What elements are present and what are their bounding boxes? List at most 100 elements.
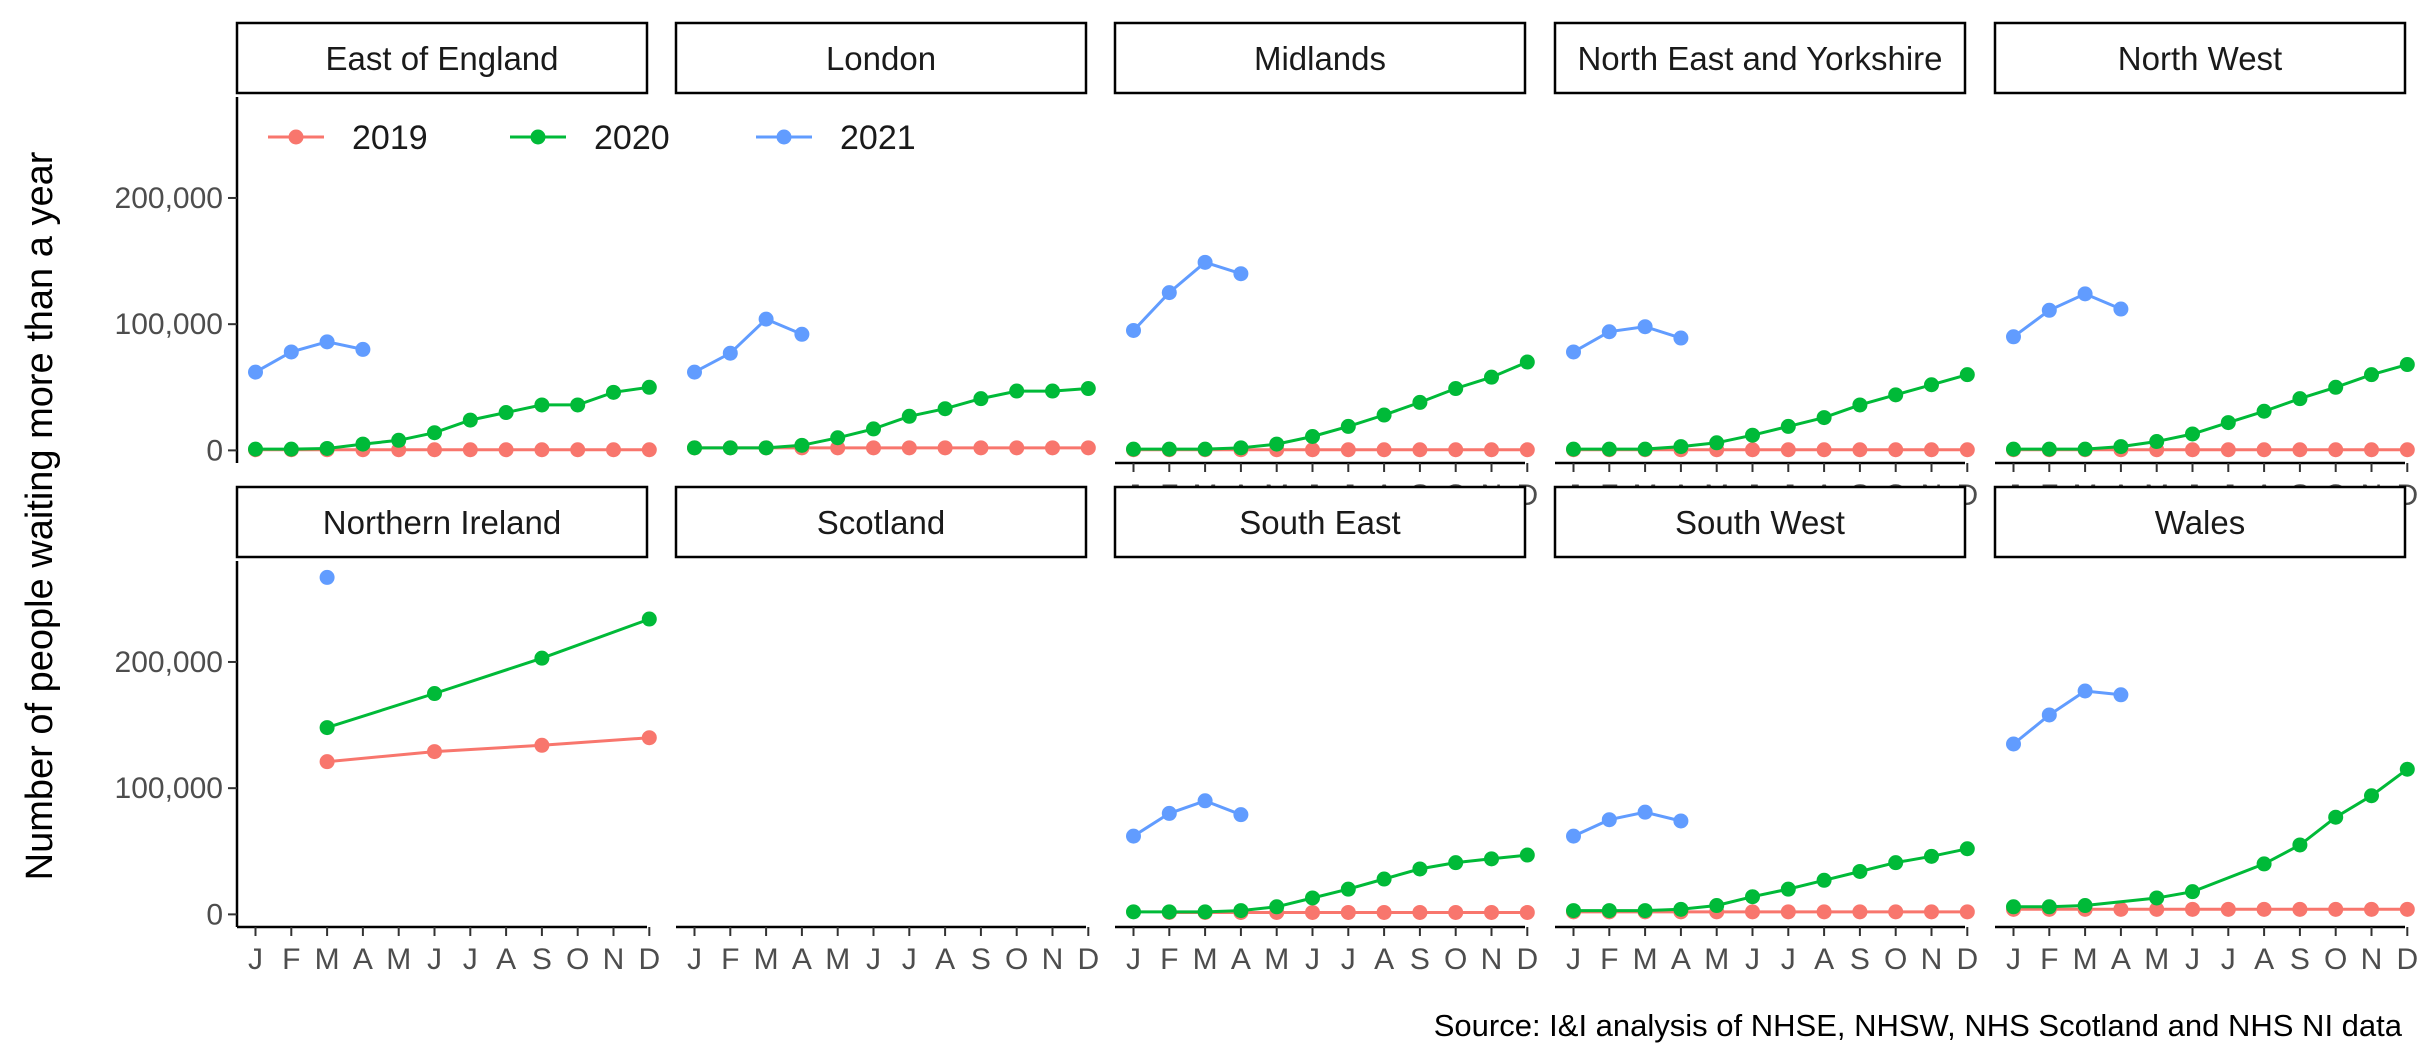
point-2021-wales <box>2006 736 2021 752</box>
point-2020-south-east <box>1448 855 1464 871</box>
point-2020-south-east <box>1233 903 1249 919</box>
point-2019-london <box>1045 440 1060 456</box>
point-2020-north-east-and-yorkshire <box>1637 441 1653 457</box>
point-2020-wales <box>2256 856 2272 872</box>
point-2019-london <box>1080 440 1096 456</box>
x-tick-label: J <box>866 943 881 976</box>
x-tick-label: S <box>1410 943 1430 976</box>
point-2020-midlands <box>1519 354 1535 370</box>
point-2021-london <box>794 326 810 342</box>
point-2019-north-west <box>2220 442 2236 458</box>
point-2020-wales <box>2149 890 2165 906</box>
point-2020-north-east-and-yorkshire <box>1924 377 1939 393</box>
strip-label-wales: Wales <box>2155 504 2245 541</box>
x-tick-label: J <box>1745 943 1760 976</box>
point-2019-midlands <box>1376 442 1392 458</box>
x-tick-label: A <box>1814 943 1834 976</box>
panels-group: East of England 0 100,000 200,000 London Midl… <box>115 21 2418 976</box>
x-tick-label: F <box>1160 943 1178 976</box>
point-2020-south-west <box>1601 903 1617 919</box>
point-2020-north-west <box>2220 415 2236 431</box>
point-2019-north-west <box>2364 442 2379 458</box>
x-tick-label: F <box>721 943 739 976</box>
x-tick-label: J <box>463 943 478 976</box>
point-2021-east-of-england <box>283 344 299 360</box>
point-2019-london <box>937 440 953 456</box>
x-tick-label: O <box>1005 943 1028 976</box>
strip-east-of-england <box>235 21 649 95</box>
point-2019-wales <box>2185 901 2200 917</box>
point-2020-london <box>1080 381 1096 397</box>
point-2021-east-of-england <box>319 334 335 350</box>
x-tick-label: J <box>1341 943 1356 976</box>
x-tick-label: A <box>1374 943 1394 976</box>
point-2020-wales <box>2399 761 2415 777</box>
point-2019-wales <box>2399 901 2415 917</box>
point-2020-south-east <box>1340 881 1356 897</box>
point-2020-london <box>687 440 702 456</box>
point-2021-south-east <box>1197 793 1213 809</box>
point-2020-northern-ireland <box>534 650 550 666</box>
point-2020-south-west <box>1959 841 1975 857</box>
point-2020-london <box>901 408 917 424</box>
x-tick-label: M <box>1264 943 1289 976</box>
point-2020-east-of-england <box>606 384 621 400</box>
x-tick-label: J <box>687 943 702 976</box>
legend-key-point <box>530 129 546 145</box>
point-2019-north-west <box>2328 442 2344 458</box>
point-2021-london <box>722 345 738 361</box>
strip-scotland <box>674 485 1088 559</box>
point-2020-wales <box>2185 884 2200 900</box>
strip-label-northern-ireland: Northern Ireland <box>323 504 561 541</box>
x-tick-label: A <box>935 943 955 976</box>
point-2021-north-east-and-yorkshire <box>1673 330 1689 346</box>
point-2020-north-east-and-yorkshire <box>1888 387 1904 403</box>
x-tick-label: N <box>1481 943 1503 976</box>
x-tick-label: J <box>2006 943 2021 976</box>
point-2021-midlands <box>1197 254 1213 270</box>
point-2019-northern-ireland <box>427 744 442 760</box>
point-2019-north-east-and-yorkshire <box>1816 442 1832 458</box>
point-2020-midlands <box>1197 441 1213 457</box>
strip-wales <box>1993 485 2407 559</box>
point-2020-northern-ireland <box>427 686 442 702</box>
point-2019-north-west <box>2256 442 2272 458</box>
x-tick-label: J <box>248 943 263 976</box>
point-2019-east-of-england <box>427 442 442 458</box>
point-2019-midlands <box>1340 442 1356 458</box>
point-2019-wales <box>2292 901 2308 917</box>
x-tick-label: J <box>1566 943 1581 976</box>
point-2020-south-west <box>1852 863 1868 879</box>
point-2019-north-west <box>2292 442 2308 458</box>
x-tick-label: D <box>1956 943 1978 976</box>
strip-label-north-west: North West <box>2118 40 2282 77</box>
point-2020-wales <box>2041 899 2057 915</box>
x-tick-label: J <box>2185 943 2200 976</box>
point-2020-north-west <box>2149 434 2165 450</box>
point-2019-northern-ireland <box>319 754 335 770</box>
point-2020-south-west <box>1745 889 1760 905</box>
point-2020-wales <box>2077 898 2093 914</box>
series-line-2020-midlands <box>1133 360 1528 451</box>
panel-midlands: MidlandsJFMAMJJASOND <box>1113 21 1538 512</box>
x-tick-label: M <box>386 943 411 976</box>
point-2020-north-west <box>2041 441 2057 457</box>
point-2021-northern-ireland <box>319 569 335 585</box>
point-2019-london <box>973 440 989 456</box>
strip-midlands <box>1113 21 1527 95</box>
point-2020-london <box>937 401 953 417</box>
point-2020-south-east <box>1484 851 1499 867</box>
point-2021-east-of-england <box>248 364 263 380</box>
point-2020-east-of-england <box>641 379 657 395</box>
y-axis-title: Number of people waiting more than a yea… <box>19 151 61 880</box>
x-tick-label: M <box>315 943 340 976</box>
legend-item-2021: 2021 <box>756 119 916 157</box>
point-2019-northern-ireland <box>534 737 550 753</box>
x-tick-label: N <box>1042 943 1064 976</box>
legend: 2019 2020 2021 <box>268 119 916 157</box>
strip-south-west <box>1553 485 1967 559</box>
point-2020-wales <box>2006 899 2021 915</box>
